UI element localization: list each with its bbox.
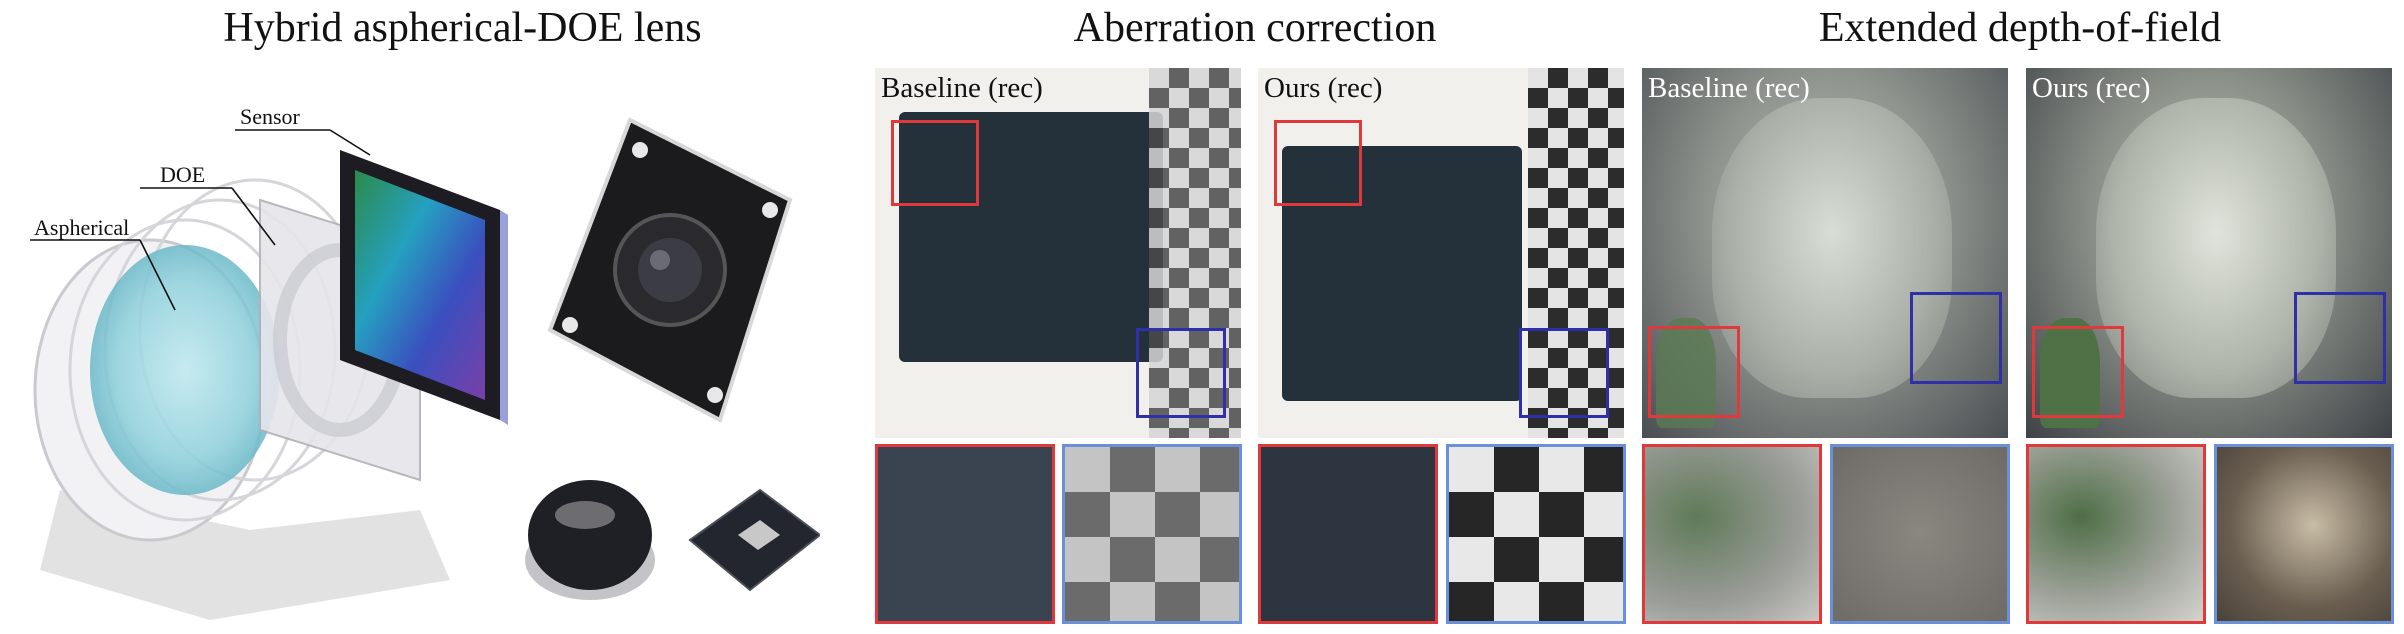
sensor-edge (500, 210, 508, 425)
lens-and-doe-chip (525, 480, 820, 600)
ab-baseline-zoom-red (875, 444, 1055, 624)
sensor-surface (355, 170, 485, 400)
ab-baseline-red-box (891, 120, 979, 206)
edof-ours-red-box (2032, 326, 2124, 418)
foreground-figure (2040, 318, 2100, 428)
camera-hole-1 (632, 142, 648, 158)
lens-illustration (30, 129, 508, 620)
ab-ours-blue-box (1519, 328, 1609, 418)
edof-baseline-zoom-red (1642, 444, 1822, 624)
leader-sensor-2 (329, 129, 371, 156)
camera-hole-4 (562, 317, 578, 333)
title-aberration-correction: Aberration correction (1073, 5, 1437, 51)
asphere-highlight (555, 501, 615, 529)
camera-hole-3 (707, 387, 723, 403)
label-aspherical: Aspherical (34, 215, 130, 240)
foreground-figure (1656, 318, 1716, 428)
ab-baseline-zoom-blue (1062, 444, 1242, 624)
ab-baseline-panel: Baseline (rec) (875, 68, 1241, 438)
ab-ours-label: Ours (rec) (1264, 72, 1383, 104)
camera-hole-2 (762, 202, 778, 218)
edof-ours-label: Ours (rec) (2032, 72, 2151, 104)
color-chart (899, 112, 1163, 362)
label-doe: DOE (160, 162, 206, 187)
aspherical-lens (90, 245, 280, 495)
ab-ours-red-box (1274, 120, 1362, 206)
ab-ours-panel: Ours (rec) (1258, 68, 1624, 438)
camera-lens-highlight (650, 250, 670, 270)
edof-baseline-red-box (1648, 326, 1740, 418)
ab-baseline-label: Baseline (rec) (881, 72, 1043, 104)
edof-ours-zoom-blue (2214, 444, 2394, 624)
edof-baseline-panel: Baseline (rec) (1642, 68, 2008, 438)
edof-ours-blue-box (2294, 292, 2386, 384)
ab-ours-zoom-blue (1446, 444, 1626, 624)
leader-aspherical-2 (139, 239, 176, 311)
leader-doe-2 (231, 187, 276, 246)
edof-baseline-zoom-blue (1830, 444, 2010, 624)
title-hybrid-lens: Hybrid aspherical-DOE lens (223, 5, 702, 51)
doe-chip-center (738, 520, 780, 550)
ab-ours-zoom-red (1258, 444, 1438, 624)
edof-ours-panel: Ours (rec) (2026, 68, 2392, 438)
ab-baseline-blue-box (1136, 328, 1226, 418)
camera-module-illustration (547, 117, 793, 423)
edof-ours-zoom-red (2026, 444, 2206, 624)
edof-baseline-blue-box (1910, 292, 2002, 384)
asphere-dome (528, 480, 652, 590)
camera-lens-glass (638, 238, 702, 302)
label-sensor: Sensor (240, 104, 300, 129)
title-extended-dof: Extended depth-of-field (1818, 5, 2222, 51)
edof-baseline-label: Baseline (rec) (1648, 72, 1810, 104)
color-chart (1282, 146, 1522, 401)
